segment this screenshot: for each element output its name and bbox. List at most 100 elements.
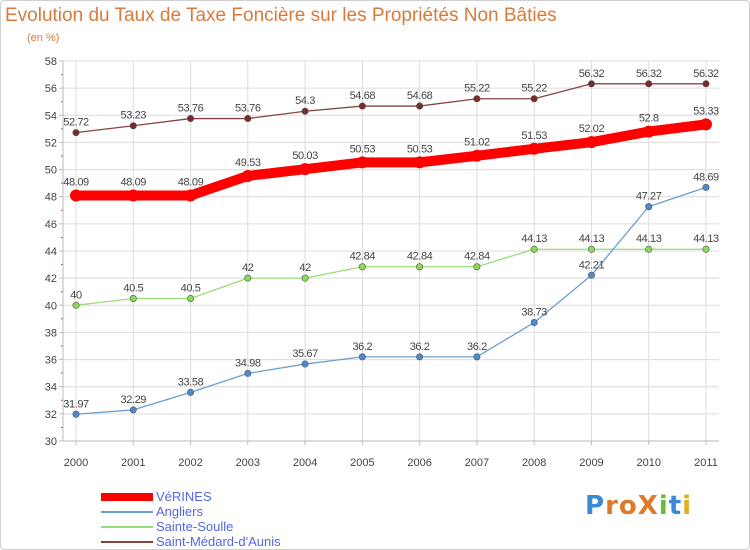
data-label: 56.32 <box>636 68 662 80</box>
data-label: 48.09 <box>63 176 89 188</box>
data-label: 40.5 <box>181 283 201 295</box>
logo-letter: X <box>637 491 659 521</box>
legend-swatch <box>101 493 153 501</box>
data-label: 36.2 <box>352 341 372 353</box>
legend-label: Angliers <box>156 504 203 519</box>
y-tick-label: 34 <box>45 382 57 394</box>
data-point <box>702 80 710 88</box>
data-point <box>72 301 80 309</box>
data-label: 48.09 <box>121 176 147 188</box>
data-label: 44.13 <box>693 233 719 245</box>
legend-swatch <box>101 526 153 528</box>
data-point <box>585 136 598 149</box>
logo-letter: P <box>585 491 606 521</box>
data-point <box>587 245 595 253</box>
data-label: 36.2 <box>467 341 487 353</box>
data-label: 48.09 <box>178 176 204 188</box>
data-point <box>129 122 137 130</box>
data-label: 53.23 <box>121 110 147 122</box>
data-point <box>700 118 712 131</box>
y-tick-label: 38 <box>45 327 57 339</box>
y-tick-label: 52 <box>45 137 57 149</box>
x-tick-label: 2000 <box>64 457 88 469</box>
data-label: 38.73 <box>521 307 547 319</box>
data-point <box>72 129 80 137</box>
data-point <box>187 294 195 302</box>
y-tick-label: 56 <box>45 83 57 95</box>
data-point <box>416 353 424 361</box>
data-label: 48.69 <box>693 171 719 183</box>
data-label: 42 <box>242 262 254 274</box>
x-tick-label: 2004 <box>293 457 317 469</box>
data-point <box>645 203 653 211</box>
series-line-1 <box>75 186 707 415</box>
data-point <box>528 142 541 155</box>
data-point <box>642 125 655 138</box>
data-label: 56.32 <box>579 68 605 80</box>
data-label: 55.22 <box>464 83 490 95</box>
logo-letter: o <box>618 491 638 521</box>
data-point <box>187 388 195 396</box>
data-label: 47.27 <box>636 191 662 203</box>
data-point <box>530 95 538 103</box>
x-tick-label: 2002 <box>178 457 202 469</box>
data-point <box>358 353 366 361</box>
x-tick-label: 2001 <box>121 457 145 469</box>
axes: 30 32 34 36 38 40 42 44 46 48 50 52 54 56 58 2000 2001 20… <box>45 56 719 469</box>
legend-swatch <box>101 541 153 543</box>
data-point <box>413 156 426 169</box>
legend-item: Angliers <box>101 504 341 519</box>
chart-title: Evolution du Taux de Taxe Foncière sur l… <box>5 5 557 26</box>
y-tick-label: 40 <box>45 300 57 312</box>
data-point <box>470 149 483 162</box>
data-point <box>72 410 80 418</box>
proxiti-logo: ProXiti <box>585 491 692 521</box>
legend-label: Saint-Médard-d'Aunis <box>156 534 281 549</box>
x-tick-label: 2006 <box>407 457 431 469</box>
data-label: 50.53 <box>407 143 433 155</box>
x-tick-label: 2007 <box>465 457 489 469</box>
data-point <box>645 80 653 88</box>
data-label: 56.32 <box>693 68 719 80</box>
y-tick-label: 58 <box>45 56 57 68</box>
data-label: 44.13 <box>521 233 547 245</box>
x-tick-label: 2003 <box>236 457 260 469</box>
data-label: 54.3 <box>295 95 315 107</box>
legend: VéRINES Angliers Sainte-Soulle Saint-Médard… <box>101 489 341 549</box>
data-point <box>473 353 481 361</box>
data-point <box>473 263 481 271</box>
series-line-0 <box>76 119 707 201</box>
data-label: 42 <box>299 262 311 274</box>
data-label: 51.53 <box>521 130 547 142</box>
data-label: 52.02 <box>579 123 605 135</box>
legend-swatch <box>101 511 153 513</box>
data-point <box>301 107 309 115</box>
data-label: 52.72 <box>63 117 89 129</box>
data-point <box>587 271 595 279</box>
data-label: 42.84 <box>407 251 433 263</box>
logo-letter: r <box>605 491 619 521</box>
data-point <box>416 102 424 110</box>
data-label: 52.8 <box>639 113 659 125</box>
data-label: 53.33 <box>693 105 719 117</box>
grid-lines <box>63 60 719 442</box>
data-label: 36.2 <box>410 341 430 353</box>
x-tick-label: 2010 <box>636 457 660 469</box>
data-label: 32.29 <box>121 394 147 406</box>
data-point <box>70 189 82 202</box>
logo-letter: i <box>658 491 669 521</box>
data-label: 42.84 <box>464 251 490 263</box>
data-label: 50.03 <box>292 150 318 162</box>
y-tick-label: 54 <box>45 110 57 122</box>
data-point <box>356 156 369 169</box>
y-tick-label: 48 <box>45 192 57 204</box>
data-label: 31.97 <box>63 398 89 410</box>
x-tick-label: 2008 <box>522 457 546 469</box>
data-point <box>244 115 252 123</box>
legend-label: VéRINES <box>156 489 212 504</box>
data-point <box>187 115 195 123</box>
data-label: 44.13 <box>636 233 662 245</box>
data-label: 33.58 <box>178 376 204 388</box>
data-point <box>299 163 312 176</box>
